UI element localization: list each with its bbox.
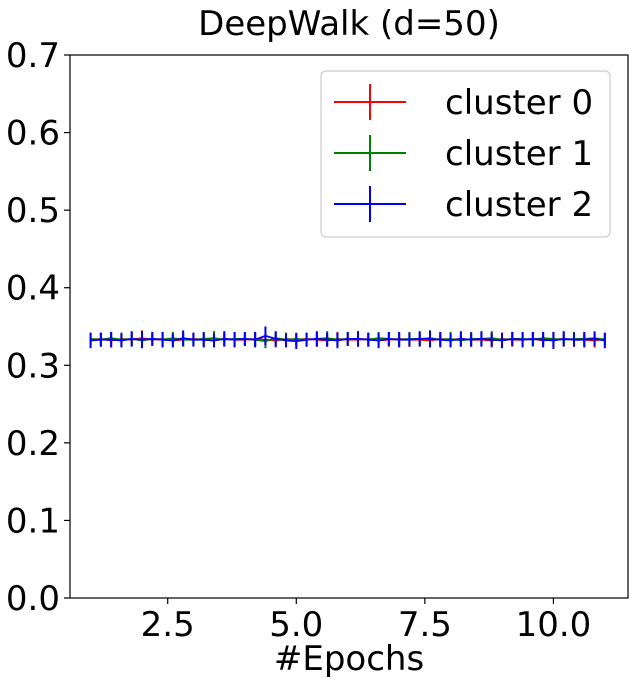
series-line bbox=[90, 334, 605, 343]
legend-label: cluster 1 bbox=[445, 134, 593, 174]
plot-frame bbox=[69, 54, 629, 599]
y-tick-label: 0.7 bbox=[6, 36, 60, 76]
y-tick-label: 0.6 bbox=[6, 114, 60, 154]
x-tick-label: 5.0 bbox=[269, 605, 323, 645]
y-tick-label: 0.3 bbox=[6, 346, 60, 386]
y-tick-label: 0.5 bbox=[6, 191, 60, 231]
legend-label: cluster 0 bbox=[445, 83, 593, 123]
legend-item: cluster 2 bbox=[334, 185, 593, 225]
x-axis-label: #Epochs bbox=[274, 639, 424, 679]
legend-box bbox=[320, 70, 611, 238]
y-tick-label: 0.4 bbox=[6, 269, 60, 309]
x-tick-label: 10.0 bbox=[516, 605, 592, 645]
x-tick-label: 7.5 bbox=[398, 605, 452, 645]
legend: cluster 0 cluster 1 cluster 2 bbox=[320, 70, 611, 238]
x-axis: 2.5 5.0 7.5 10.0 bbox=[141, 598, 592, 645]
legend-label: cluster 2 bbox=[445, 185, 593, 225]
series-cluster-2 bbox=[89, 326, 606, 349]
plot-area bbox=[89, 326, 606, 349]
x-tick-label: 2.5 bbox=[141, 605, 195, 645]
chart-title: DeepWalk (d=50) bbox=[198, 4, 500, 44]
y-axis: 0.0 0.1 0.2 0.3 0.4 0.5 0.6 0.7 bbox=[6, 36, 70, 619]
legend-item: cluster 1 bbox=[334, 134, 593, 174]
y-tick-label: 0.2 bbox=[6, 424, 60, 464]
legend-item: cluster 0 bbox=[334, 83, 593, 123]
y-tick-label: 0.0 bbox=[6, 579, 60, 619]
y-tick-label: 0.1 bbox=[6, 501, 60, 541]
